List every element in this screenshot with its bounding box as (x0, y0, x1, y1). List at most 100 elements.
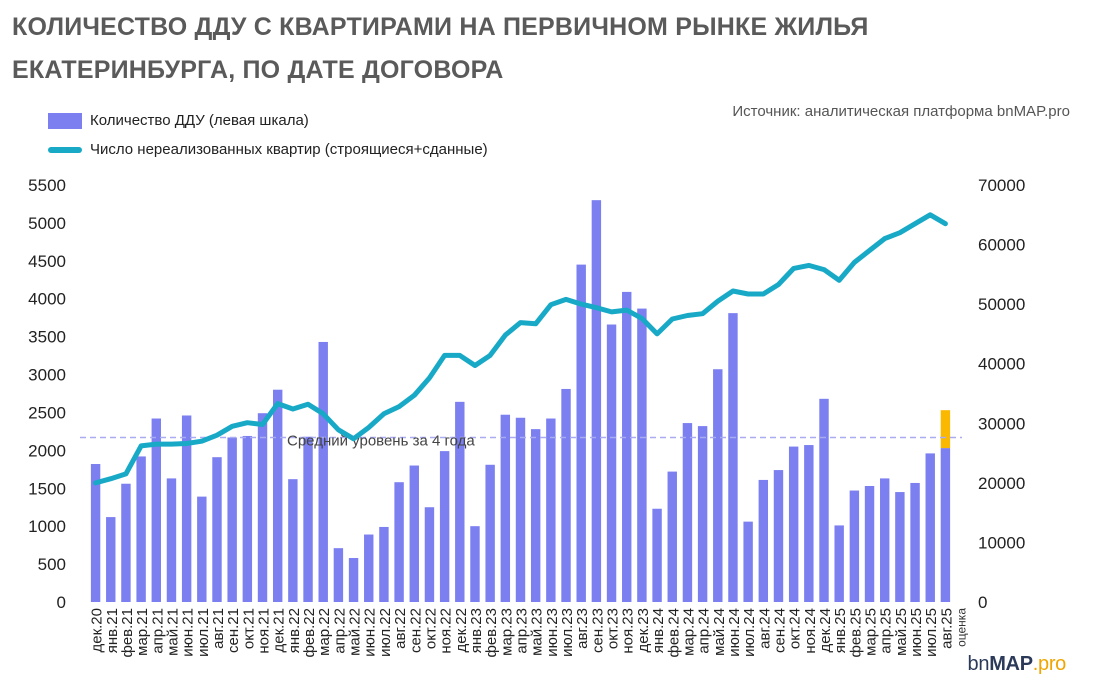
bar-ddu (318, 341, 328, 602)
bar-ddu (227, 437, 237, 602)
x-tick-label: авг.22 (392, 608, 409, 649)
x-tick-label: апр.25 (878, 608, 895, 654)
bar-ddu (804, 445, 814, 602)
x-tick-label: май.25 (893, 608, 910, 656)
y-left-tick-label: 5500 (28, 176, 66, 195)
x-tick-label: янв.22 (286, 608, 303, 653)
y-left-tick-label: 3500 (28, 328, 66, 347)
y-left-tick-label: 2000 (28, 441, 66, 460)
x-tick-label: фев.22 (301, 608, 318, 658)
bar-ddu (788, 446, 799, 602)
y-left-tick-label: 4500 (28, 252, 66, 271)
bar-ddu (90, 464, 101, 602)
y-right-tick-label: 70000 (978, 176, 1025, 195)
x-tick-label: мар.25 (863, 608, 880, 656)
x-tick-label: июл.23 (559, 608, 576, 657)
bar-ddu (485, 464, 495, 602)
x-tick-note-estimate: оценка (954, 608, 968, 647)
x-tick-label: авг.25 (938, 608, 955, 649)
x-tick-label: май.22 (347, 608, 364, 656)
x-tick-label: фев.24 (665, 608, 682, 658)
x-tick-label: дек.24 (817, 608, 834, 653)
bar-ddu (576, 264, 586, 602)
average-label: Средний уровень за 4 года (287, 432, 475, 449)
x-tick-label: окт.21 (240, 608, 257, 649)
bar-ddu (591, 200, 602, 602)
bar-ddu (364, 534, 374, 602)
x-tick-label: окт.24 (787, 608, 804, 649)
bar-ddu (455, 401, 465, 602)
bar-ddu (197, 496, 207, 602)
x-tick-label: дек.20 (89, 608, 106, 653)
x-tick-label: апр.24 (696, 608, 713, 654)
bar-ddu (136, 456, 146, 602)
bar-ddu (682, 423, 693, 602)
y-right-tick-label: 40000 (978, 355, 1025, 374)
x-tick-label: ноя.21 (256, 608, 273, 654)
x-tick-label: янв.23 (468, 608, 485, 653)
bar-ddu (667, 471, 677, 602)
x-tick-label: июн.23 (544, 608, 561, 657)
bar-ddu (333, 548, 344, 602)
bar-ddu (151, 418, 161, 602)
bar-ddu (637, 308, 647, 602)
bar-ddu (622, 291, 632, 602)
bar-ddu (303, 436, 313, 602)
x-tick-label: ноя.22 (438, 608, 455, 654)
x-tick-label: июн.24 (726, 608, 743, 657)
bar-ddu (530, 429, 541, 602)
bar-ddu (895, 492, 905, 602)
title-line-2: ЕКАТЕРИНБУРГА, ПО ДАТЕ ДОГОВОРА (12, 56, 504, 84)
bar-ddu (288, 479, 298, 602)
y-right-tick-label: 30000 (978, 414, 1025, 433)
bar-ddu (713, 369, 723, 602)
x-tick-label: ноя.23 (620, 608, 637, 654)
y-left-tick-label: 0 (57, 593, 66, 612)
legend-bar-label: Количество ДДУ (левая шкала) (90, 112, 309, 129)
x-tick-label: июл.25 (923, 608, 940, 657)
bar-ddu (546, 418, 556, 602)
x-tick-label: фев.23 (483, 608, 500, 658)
bar-ddu (773, 470, 784, 602)
logo-bold: MAP (989, 653, 1033, 675)
legend-line-swatch (48, 146, 82, 153)
bar-ddu (864, 485, 875, 602)
bar-ddu (348, 558, 359, 602)
bar-ddu (379, 526, 389, 602)
bar-ddu (880, 478, 890, 602)
x-tick-label: ноя.24 (802, 608, 819, 654)
x-tick-label: авг.21 (210, 608, 227, 649)
x-tick-label: сен.23 (589, 608, 606, 653)
x-tick-label: мар.24 (680, 608, 697, 656)
bar-ddu (940, 448, 951, 602)
x-tick-label: окт.23 (605, 608, 622, 649)
legend-item-bars: Количество ДДУ (левая шкала) (48, 112, 309, 129)
x-tick-label: июн.25 (908, 608, 925, 657)
x-tick-label: май.24 (711, 608, 728, 656)
bar-ddu (849, 490, 860, 602)
bar-ddu (606, 324, 617, 602)
bar-ddu (728, 313, 738, 602)
bar-ddu (409, 465, 419, 602)
bar-estimate (940, 410, 951, 449)
y-left-tick-label: 3000 (28, 366, 66, 385)
legend-item-line: Число нереализованных квартир (строящиес… (48, 141, 488, 158)
bar-ddu (561, 388, 571, 602)
y-left-tick-label: 1000 (28, 517, 66, 536)
x-tick-label: апр.21 (149, 608, 166, 654)
bar-ddu (166, 478, 177, 602)
x-tick-label: июл.21 (195, 608, 212, 657)
x-tick-label: апр.22 (331, 608, 348, 654)
bar-ddu (439, 451, 450, 602)
bar-ddu (181, 415, 192, 602)
bar-ddu (515, 417, 526, 602)
bnmap-logo: bnMAP.pro (968, 653, 1067, 676)
x-tick-label: дек.21 (271, 608, 288, 653)
legend-bar-swatch (48, 112, 82, 129)
bar-ddu (121, 483, 131, 602)
y-left-tick-label: 1500 (28, 479, 66, 498)
x-tick-label: фев.21 (119, 608, 136, 658)
x-tick-label: янв.25 (832, 608, 849, 653)
y-left-tick-label: 500 (38, 555, 66, 574)
